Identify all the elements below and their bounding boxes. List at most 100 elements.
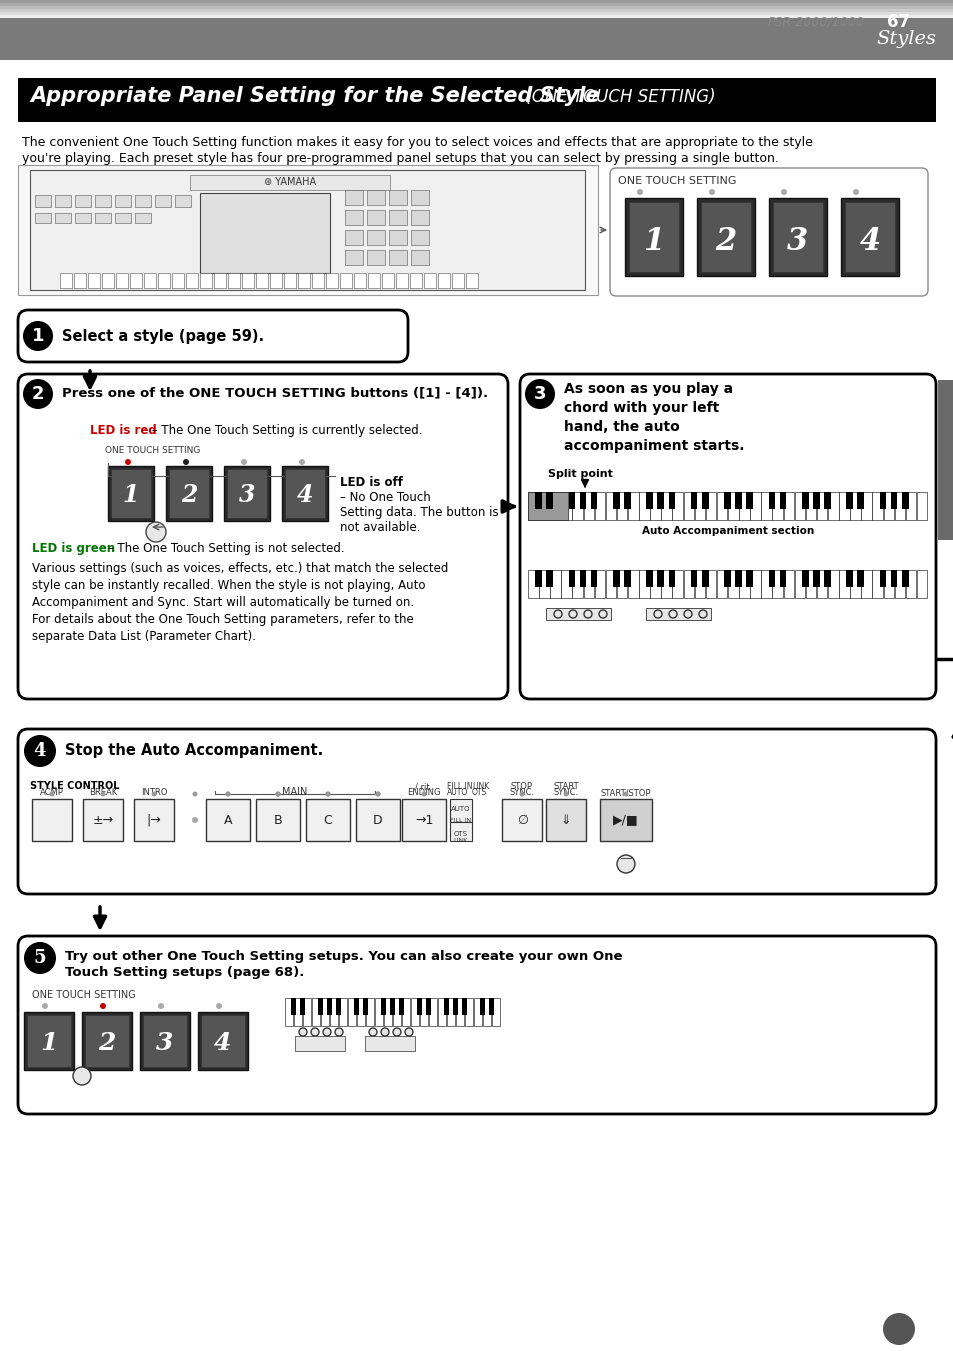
Bar: [367, 190, 385, 205]
Text: Auto Accompaniment section: Auto Accompaniment section: [641, 526, 813, 536]
Circle shape: [225, 792, 231, 797]
Text: MAIN: MAIN: [282, 788, 308, 797]
Circle shape: [24, 942, 56, 974]
Bar: [345, 190, 363, 205]
Bar: [443, 998, 449, 1016]
Bar: [55, 195, 71, 207]
Text: / rit.: / rit.: [415, 782, 432, 790]
Circle shape: [617, 855, 635, 873]
Circle shape: [335, 1028, 343, 1036]
Bar: [284, 273, 295, 288]
Bar: [18, 78, 935, 122]
Bar: [355, 798, 399, 842]
Bar: [158, 273, 170, 288]
Bar: [590, 492, 597, 509]
Bar: [894, 492, 904, 520]
Bar: [411, 209, 429, 226]
Bar: [650, 570, 660, 598]
Bar: [894, 570, 904, 598]
Bar: [348, 998, 356, 1025]
Bar: [735, 570, 741, 588]
Bar: [200, 193, 330, 273]
Bar: [154, 195, 171, 207]
Text: 3: 3: [238, 484, 255, 508]
Text: Appropriate Panel Setting for the Selected Style: Appropriate Panel Setting for the Select…: [30, 86, 599, 105]
Bar: [594, 570, 604, 598]
Text: style can be instantly recalled. When the style is not playing, Auto: style can be instantly recalled. When th…: [32, 580, 425, 592]
Bar: [461, 998, 467, 1016]
Bar: [779, 570, 785, 588]
Bar: [401, 998, 410, 1025]
Text: OTS: OTS: [454, 831, 468, 838]
Bar: [844, 203, 894, 272]
Bar: [465, 273, 477, 288]
Text: OTS: OTS: [472, 788, 487, 797]
Bar: [492, 998, 500, 1025]
Bar: [861, 492, 871, 520]
Circle shape: [637, 189, 642, 195]
Bar: [568, 570, 575, 588]
Bar: [228, 273, 240, 288]
Bar: [583, 492, 594, 520]
Text: LED is green: LED is green: [32, 542, 115, 555]
Text: ONE TOUCH SETTING: ONE TOUCH SETTING: [32, 990, 135, 1000]
Bar: [801, 570, 808, 588]
Bar: [937, 380, 953, 540]
Bar: [772, 570, 782, 598]
Bar: [285, 998, 294, 1025]
Text: Split point: Split point: [547, 469, 612, 480]
Bar: [749, 492, 760, 520]
Bar: [390, 998, 395, 1016]
Bar: [166, 466, 212, 521]
Bar: [488, 998, 494, 1016]
Text: 4: 4: [296, 484, 313, 508]
Bar: [255, 273, 268, 288]
Text: accompaniment starts.: accompaniment starts.: [563, 439, 743, 453]
Circle shape: [23, 380, 53, 409]
Bar: [456, 998, 464, 1025]
Bar: [447, 998, 455, 1025]
Bar: [75, 213, 91, 223]
Bar: [213, 273, 226, 288]
Bar: [367, 230, 385, 245]
Circle shape: [275, 792, 280, 797]
Bar: [367, 209, 385, 226]
Circle shape: [100, 1002, 106, 1009]
Bar: [384, 998, 392, 1025]
FancyBboxPatch shape: [519, 374, 935, 698]
Circle shape: [24, 735, 56, 767]
Bar: [0, 9, 953, 12]
Circle shape: [298, 1028, 307, 1036]
Text: 2: 2: [98, 1031, 115, 1055]
Bar: [572, 492, 582, 520]
Bar: [450, 798, 472, 821]
Bar: [186, 273, 198, 288]
Circle shape: [275, 792, 280, 797]
Bar: [411, 230, 429, 245]
Bar: [727, 492, 738, 520]
Bar: [697, 199, 754, 276]
Bar: [450, 821, 472, 842]
Bar: [75, 195, 91, 207]
Bar: [639, 570, 649, 598]
Bar: [605, 492, 616, 520]
Bar: [95, 195, 111, 207]
Bar: [805, 570, 816, 598]
Bar: [303, 998, 312, 1025]
Circle shape: [583, 611, 592, 617]
Text: 4: 4: [214, 1031, 232, 1055]
Text: Various settings (such as voices, effects, etc.) that match the selected: Various settings (such as voices, effect…: [32, 562, 448, 576]
Text: LED is off: LED is off: [339, 476, 402, 489]
Bar: [326, 273, 337, 288]
Text: BREAK: BREAK: [89, 788, 117, 797]
Circle shape: [668, 611, 677, 617]
Bar: [429, 998, 437, 1025]
Circle shape: [369, 1028, 376, 1036]
Text: LINK: LINK: [472, 782, 489, 790]
Bar: [694, 492, 704, 520]
Text: ONE TOUCH SETTING: ONE TOUCH SETTING: [105, 446, 200, 455]
Bar: [745, 570, 752, 588]
Text: Accompaniment and Sync. Start will automatically be turned on.: Accompaniment and Sync. Start will autom…: [32, 596, 414, 609]
Bar: [716, 570, 727, 598]
FancyBboxPatch shape: [18, 936, 935, 1115]
